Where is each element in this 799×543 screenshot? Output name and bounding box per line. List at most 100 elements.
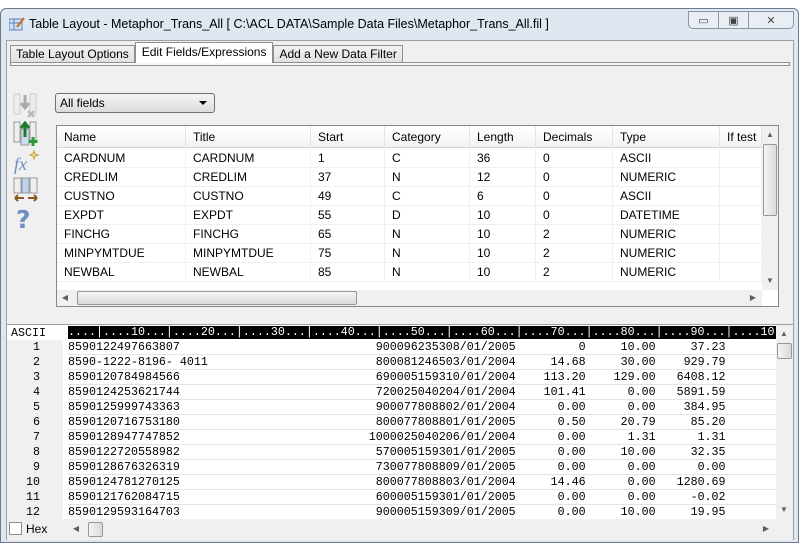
field-row[interactable]: CARDNUM CARDNUM 1 C 36 0 ASCII [57,149,762,168]
resize-columns-icon[interactable] [13,177,39,203]
record-field-v1: 101.41 [515,385,586,399]
field-cell-title: CUSTNO [186,187,311,206]
record-line[interactable]: 8590128947747852 1000025040206/01/2004 0… [68,430,776,445]
field-cell-decimals: 2 [536,244,613,263]
column-header-type[interactable]: Type [613,126,720,148]
field-cell-title: NEWBAL [186,263,311,282]
scroll-down-icon[interactable]: ▼ [766,276,774,285]
grid-hscroll-thumb[interactable] [77,291,357,305]
client-area: Table Layout Options Edit Fields/Express… [6,40,794,540]
scroll-left-icon[interactable]: ◀ [72,524,80,533]
record-field-v1: 0.00 [515,505,586,519]
field-cell-category: N [385,244,470,263]
column-header-start[interactable]: Start [311,126,385,148]
field-cell-title: FINCHG [186,225,311,244]
delete-field-icon[interactable] [13,93,39,119]
record-field-card: 8590128947747852 [68,430,369,444]
record-line[interactable]: 8590-1222-8196- 4011 800081246503/01/200… [68,355,776,370]
data-horizontal-scrollbar[interactable]: ◀ ▶ [68,521,776,538]
scroll-up-icon[interactable]: ▲ [780,329,788,338]
add-field-icon[interactable] [13,121,39,147]
record-line[interactable]: 8590122497663807 900096235308/01/2005 0 … [68,340,776,355]
field-row[interactable]: CREDLIM CREDLIM 37 N 12 0 NUMERIC [57,168,762,187]
column-header-decimals[interactable]: Decimals [536,126,613,148]
grid-vscroll-thumb[interactable] [763,144,777,216]
field-row[interactable]: MINPYMTDUE MINPYMTDUE 75 N 10 2 NUMERIC [57,244,762,263]
record-field-v2: 129.00 [585,370,656,384]
record-line[interactable]: 8590125999743363 900077808802/01/2004 0.… [68,400,776,415]
grid-horizontal-scrollbar[interactable]: ◀ ▶ [57,290,762,306]
record-line[interactable]: 8590128676326319 730077808809/01/2005 0.… [68,460,776,475]
field-row[interactable]: NEWBAL NEWBAL 85 N 10 2 NUMERIC [57,263,762,282]
record-field-v2: 0.00 [585,490,656,504]
record-field-mid: 900005159309/01/2005 [375,505,516,519]
data-footer: Hex ◀ ▶ [7,519,793,540]
record-field-v2: 20.79 [585,415,656,429]
help-icon[interactable]: ? [13,205,39,231]
field-row[interactable]: EXPDT EXPDT 55 D 10 0 DATETIME [57,206,762,225]
scroll-up-icon[interactable]: ▲ [766,130,774,139]
field-cell-name: EXPDT [57,206,186,225]
record-line[interactable]: 8590129593164703 900005159309/01/2005 0.… [68,505,776,520]
column-header-name[interactable]: Name [57,126,186,148]
field-filter-dropdown[interactable]: All fields [55,93,215,113]
column-header-title[interactable]: Title [186,126,311,148]
record-field-card: 8590-1222-8196- 4011 [68,355,376,369]
tab-table-layout-options[interactable]: Table Layout Options [10,45,135,63]
record-field-mid: 720025040204/01/2004 [375,385,516,399]
record-field-card: 8590124781270125 [68,475,376,489]
add-expression-icon[interactable]: fx [13,149,39,175]
column-header-if-test[interactable]: If test [720,126,762,148]
record-field-v1: 0.50 [515,415,586,429]
field-cell-if-test [720,187,762,206]
field-cell-start: 37 [311,168,385,187]
record-field-card: 8590129593164703 [68,505,376,519]
field-cell-length: 12 [470,168,536,187]
record-field-mid: 900096235308/01/2005 [375,340,516,354]
record-field-v3: 384.95 [655,400,726,414]
field-cell-decimals: 0 [536,149,613,168]
record-line[interactable]: 8590122720558982 570005159301/01/2005 0.… [68,445,776,460]
column-header-category[interactable]: Category [385,126,470,148]
record-field-v3: 1280.69 [655,475,726,489]
hex-checkbox[interactable] [9,522,22,535]
scroll-down-icon[interactable]: ▼ [780,505,788,514]
record-field-v2: 30.00 [585,355,656,369]
field-row[interactable]: CUSTNO CUSTNO 49 C 6 0 ASCII [57,187,762,206]
record-field-v2: 0.00 [585,460,656,474]
data-vscroll-thumb[interactable] [777,343,792,359]
column-header-length[interactable]: Length [470,126,536,148]
chevron-down-icon [199,101,207,105]
record-data-view: ASCII ....|....10...|....20...|....30...… [7,324,793,540]
record-field-v3: 5891.59 [655,385,726,399]
record-number: 1 [7,340,63,355]
field-row[interactable]: FINCHG FINCHG 65 N 10 2 NUMERIC [57,225,762,244]
title-bar: Table Layout - Metaphor_Trans_All [ C:\A… [1,9,798,39]
record-field-v3: 19.95 [655,505,726,519]
field-cell-if-test [720,206,762,225]
record-line[interactable]: 8590124253621744 720025040204/01/2004 10… [68,385,776,400]
tab-edit-fields-expressions[interactable]: Edit Fields/Expressions [134,42,274,63]
minimize-button[interactable]: ▭ [689,12,719,28]
scroll-right-icon[interactable]: ▶ [749,293,757,302]
field-cell-if-test [720,244,762,263]
column-ruler: ....|....10...|....20...|....30...|....4… [68,326,776,339]
data-hscroll-thumb[interactable] [88,522,103,537]
table-edit-icon [9,17,25,31]
close-button[interactable]: ✕ [766,14,776,27]
field-cell-start: 75 [311,244,385,263]
field-cell-if-test [720,168,762,187]
record-line[interactable]: 8590124781270125 800077808803/01/2004 14… [68,475,776,490]
record-number: 10 [7,475,63,490]
grid-vertical-scrollbar[interactable]: ▲ ▼ [762,126,778,290]
record-number: 7 [7,430,63,445]
record-field-v3: 37.23 [655,340,726,354]
record-line[interactable]: 8590120716753180 800077808801/01/2005 0.… [68,415,776,430]
maximize-button[interactable]: ▣ [719,12,749,28]
scroll-right-icon[interactable]: ▶ [762,524,770,533]
tab-add-data-filter[interactable]: Add a New Data Filter [273,45,403,63]
data-vertical-scrollbar[interactable]: ▲ ▼ [776,325,793,519]
record-line[interactable]: 8590120784984566 690005159310/01/2004 11… [68,370,776,385]
record-line[interactable]: 8590121762084715 600005159301/01/2005 0.… [68,490,776,505]
scroll-left-icon[interactable]: ◀ [61,293,69,302]
